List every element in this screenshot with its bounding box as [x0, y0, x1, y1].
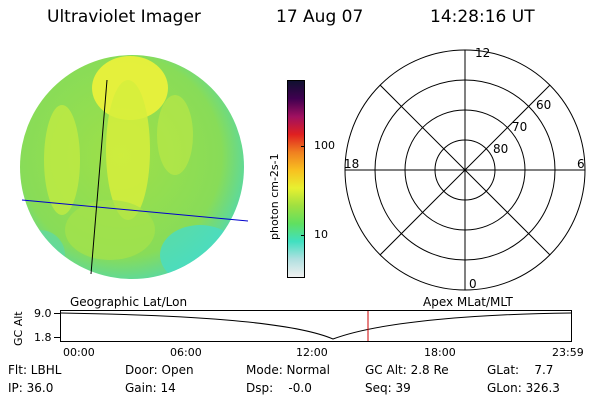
geo-longitude-line: [90, 79, 108, 275]
colorbar-unit-label: photon cm-2s-1: [268, 153, 281, 240]
lat-label-80: 80: [493, 142, 509, 156]
strip-x-tick-2: 12:00: [296, 346, 328, 359]
geographic-caption: Geographic Lat/Lon: [70, 295, 188, 309]
status-door: Door: Open: [125, 363, 194, 377]
intensity-colorbar: [287, 80, 305, 278]
geo-latitude-line: [21, 199, 249, 222]
mlt-label-12: 12: [475, 46, 491, 60]
altitude-curve: [61, 312, 571, 340]
status-ip: IP: 36.0: [8, 381, 54, 395]
limb-cyan: [160, 225, 240, 279]
status-dsp: Dsp: -0.0: [246, 381, 312, 395]
altitude-strip: [60, 310, 572, 342]
strip-x-tick-3: 18:00: [424, 346, 456, 359]
status-mode: Mode: Normal: [246, 363, 330, 377]
status-seq: Seq: 39: [365, 381, 411, 395]
image-date: 17 Aug 07: [276, 7, 364, 27]
polar-mlt-plot: [344, 49, 586, 291]
apex-caption: Apex MLat/MLT: [423, 295, 513, 309]
status-glon: GLon: 326.3: [487, 381, 560, 395]
strip-x-tick-1: 06:00: [170, 346, 202, 359]
mlt-label-0: 0: [469, 277, 477, 291]
image-time: 14:28:16 UT: [430, 7, 535, 27]
mlt-label-18: 18: [344, 157, 360, 171]
lat-label-60: 60: [536, 98, 552, 112]
status-glat: GLat: 7.7: [487, 363, 554, 377]
status-gain: Gain: 14: [125, 381, 176, 395]
strip-ymin-label: 1.8: [34, 331, 52, 344]
status-flt: Flt: LBHL: [8, 363, 62, 377]
strip-x-tick-4: 23:59: [552, 346, 584, 359]
lat-label-70: 70: [512, 120, 528, 134]
status-gc-alt: GC Alt: 2.8 Re: [365, 363, 449, 377]
strip-axis-title: GC Alt: [12, 311, 25, 346]
mlt-label-6: 6: [577, 157, 585, 171]
uv-earth-image: [20, 55, 249, 279]
strip-x-tick-0: 00:00: [63, 346, 95, 359]
instrument-title: Ultraviolet Imager: [47, 7, 201, 27]
strip-ymax-label: 9.0: [34, 307, 52, 320]
